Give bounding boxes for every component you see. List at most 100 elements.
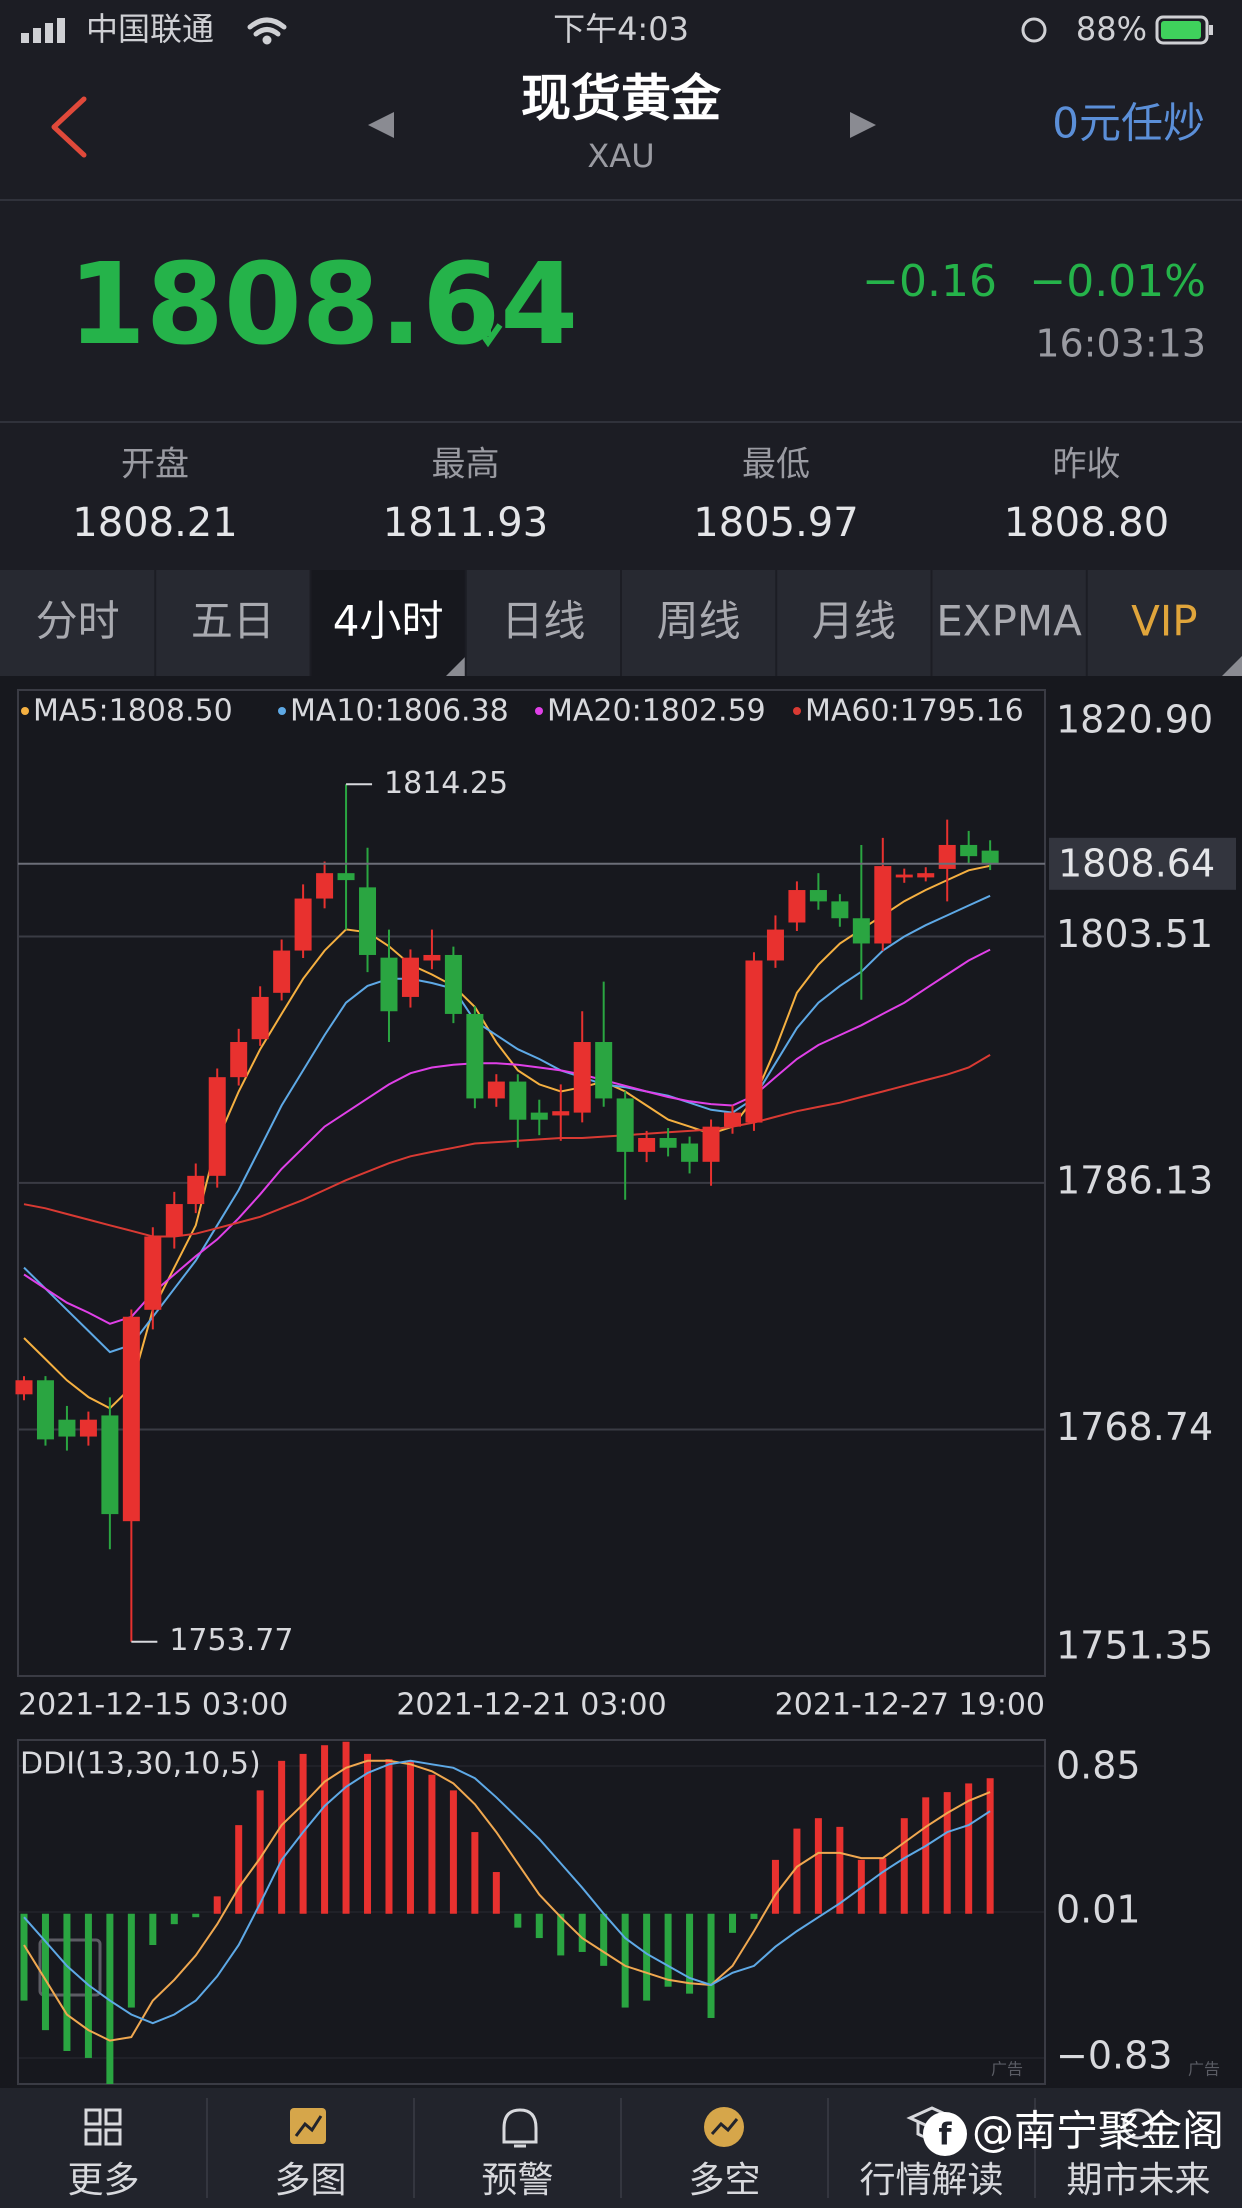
watermark-logo-letter: f <box>938 2118 952 2153</box>
stat-value: 1805.97 <box>693 500 858 546</box>
candle-body <box>79 1419 97 1437</box>
trade-button[interactable]: 0元任炒 <box>1052 99 1205 148</box>
stats-bg <box>0 423 1242 570</box>
candle-body <box>423 954 441 961</box>
candle-body <box>316 873 334 899</box>
ddi-bar <box>192 1913 200 1918</box>
candle-body <box>852 918 870 944</box>
candle-body <box>444 954 462 1014</box>
candle-body <box>294 898 312 951</box>
ddi-bar <box>535 1913 543 1939</box>
ddi-bar <box>428 1774 436 1914</box>
ddi-bar <box>643 1913 651 2001</box>
candle-body <box>981 850 999 864</box>
tab[interactable]: 分时 <box>36 597 120 646</box>
legend-label: MA5:1808.50 <box>33 694 233 729</box>
candle-body <box>36 1380 54 1440</box>
candle-body <box>101 1415 119 1515</box>
clock: 下午4:03 <box>553 10 689 48</box>
ddi-bar <box>492 1872 500 1914</box>
watermark: @南宁聚金阁 <box>972 2107 1224 2156</box>
y-tick-label: 1768.74 <box>1056 1405 1213 1449</box>
quote-bg <box>0 201 1242 422</box>
tab[interactable]: EXPMA <box>936 597 1082 646</box>
nav-label[interactable]: 更多 <box>67 2160 139 2201</box>
candle-body <box>681 1143 699 1162</box>
ddi-bar <box>836 1826 844 1914</box>
ddi-bar <box>235 1825 243 1914</box>
tab[interactable]: 周线 <box>657 597 741 646</box>
ddi-bar <box>771 1859 779 1914</box>
ddi-bar <box>557 1913 565 1956</box>
candle-body <box>509 1081 527 1120</box>
ma-line <box>23 1054 991 1238</box>
ddi-bar <box>793 1828 801 1914</box>
candle-body <box>187 1175 205 1205</box>
candle-body <box>466 1013 484 1099</box>
candle-body <box>359 887 377 955</box>
ddi-bar <box>20 1913 28 2001</box>
y-tick-label: 1803.51 <box>1056 912 1213 956</box>
ddi-bar <box>943 1792 951 1914</box>
ddi-bar <box>299 1753 307 1914</box>
quote-time: 16:03:13 <box>1035 322 1206 366</box>
candle-body <box>724 1112 742 1127</box>
legend-label: MA60:1795.16 <box>805 694 1024 729</box>
nav-label[interactable]: 多空 <box>688 2160 760 2201</box>
tab[interactable]: 五日 <box>191 597 275 646</box>
nav-label[interactable]: 行情解读 <box>859 2160 1003 2201</box>
nav-label[interactable]: 多图 <box>274 2160 346 2201</box>
candle-body <box>831 901 849 919</box>
min-label: 1753.77 <box>169 1623 293 1658</box>
candle-body <box>487 1081 505 1099</box>
ddi-bar <box>364 1753 372 1914</box>
candle-body <box>530 1112 548 1120</box>
x-tick-label: 2021-12-27 19:00 <box>775 1688 1045 1723</box>
legend-dot <box>535 707 543 715</box>
max-label: 1814.25 <box>384 766 508 801</box>
tab[interactable]: 日线 <box>501 597 585 646</box>
tab[interactable]: VIP <box>1131 597 1197 646</box>
ad-tag: 广告 <box>991 2060 1023 2079</box>
ddi-bar <box>471 1832 479 1914</box>
nav-label[interactable]: 预警 <box>481 2160 553 2201</box>
ddi-line <box>23 1759 991 2042</box>
next-button[interactable] <box>850 112 876 138</box>
nav-icon-multi[interactable] <box>290 2108 326 2144</box>
nav-icon-alert[interactable] <box>502 2108 538 2148</box>
y-tick-label: −0.83 <box>1056 2033 1172 2077</box>
ddi-bar <box>900 1818 908 1914</box>
candle-body <box>573 1042 591 1113</box>
ddi-bar <box>621 1913 629 2008</box>
tab[interactable]: 月线 <box>812 597 896 646</box>
candle-body <box>938 844 956 869</box>
header-bg <box>0 0 1242 200</box>
ddi-bar <box>213 1896 221 1914</box>
prev-button[interactable] <box>368 112 394 138</box>
ma-line <box>23 864 991 1410</box>
back-button[interactable] <box>51 96 87 158</box>
candle-body <box>960 844 978 857</box>
nav-icon-more[interactable] <box>84 2108 122 2146</box>
nav-icon-futures[interactable] <box>1122 2108 1154 2140</box>
tab[interactable]: 4小时 <box>333 597 444 646</box>
ma-line <box>23 894 991 1354</box>
candle-body <box>917 873 935 878</box>
y-tick-label: 0.85 <box>1056 1744 1141 1788</box>
candle-body <box>15 1380 33 1395</box>
ddi-bar <box>278 1760 286 1914</box>
ad-tag: 广告 <box>1188 2060 1220 2079</box>
nav-icon-longshort[interactable] <box>704 2107 744 2147</box>
nav-label[interactable]: 期市未来 <box>1066 2160 1210 2201</box>
battery-icon <box>1155 15 1209 45</box>
candle-body <box>230 1042 248 1078</box>
ddi-bar <box>578 1913 586 1952</box>
page-title: 现货黄金 <box>521 70 722 128</box>
legend-dot <box>793 707 801 715</box>
candle-body <box>659 1137 677 1148</box>
ddi-bar <box>321 1745 329 1914</box>
ddi-bar <box>106 1913 114 2084</box>
candle-body <box>552 1111 570 1116</box>
